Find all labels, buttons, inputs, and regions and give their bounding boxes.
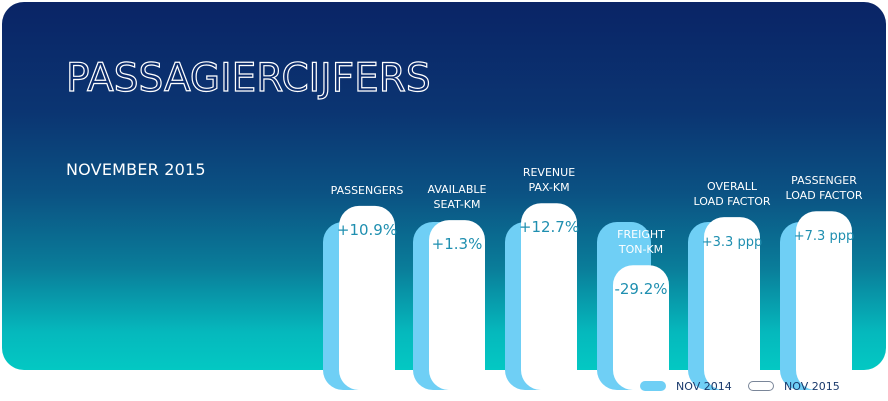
- bar-nov-2015-passengers: [339, 205, 395, 390]
- category-label-revenue-pax-km-line1: REVENUE: [523, 166, 575, 179]
- legend-label-nov-2015: NOV 2015: [784, 379, 840, 393]
- data-label-passengers: +10.9%: [337, 221, 397, 239]
- category-label-passengers: PASSENGERS: [331, 184, 404, 197]
- bar-nov-2015-available-seat-km: [429, 220, 485, 390]
- category-label-passenger-load-factor-line2: LOAD FACTOR: [785, 189, 862, 202]
- page-subtitle: NOVEMBER 2015: [66, 160, 206, 179]
- category-label-freight-ton-km-line2: TON-KM: [618, 243, 663, 256]
- legend-label-nov-2014: NOV 2014: [676, 379, 732, 393]
- bar-nov-2015-revenue-pax-km: [521, 203, 577, 390]
- category-label-available-seat-km-line1: AVAILABLE: [428, 183, 487, 196]
- bar-nov-2015-passenger-load-factor: [796, 211, 852, 390]
- data-label-freight-ton-km: -29.2%: [614, 280, 667, 298]
- legend-item-nov-2015: NOV 2015: [748, 377, 840, 395]
- category-label-passenger-load-factor-line1: PASSENGER: [791, 174, 857, 187]
- legend-swatch-nov-2015: [748, 381, 774, 391]
- legend-swatch-nov-2014: [640, 381, 666, 391]
- category-label-available-seat-km-line2: SEAT-KM: [434, 198, 481, 211]
- bar-nov-2015-freight-ton-km: [613, 265, 669, 390]
- category-label-freight-ton-km-line1: FREIGHT: [617, 228, 665, 241]
- data-label-revenue-pax-km: +12.7%: [519, 218, 579, 236]
- category-label-overall-load-factor-line2: LOAD FACTOR: [693, 195, 770, 208]
- category-label-revenue-pax-km-line2: PAX-KM: [528, 181, 569, 194]
- data-label-overall-load-factor: +3.3 ppp: [702, 235, 762, 250]
- category-label-overall-load-factor-line1: OVERALL: [707, 180, 758, 193]
- bar-nov-2015-overall-load-factor: [704, 217, 760, 390]
- legend-item-nov-2014: NOV 2014: [640, 377, 732, 395]
- data-label-passenger-load-factor: +7.3 ppp: [794, 229, 854, 244]
- data-label-available-seat-km: +1.3%: [432, 235, 483, 253]
- page-title: PASSAGIERCIJFERS: [65, 55, 431, 101]
